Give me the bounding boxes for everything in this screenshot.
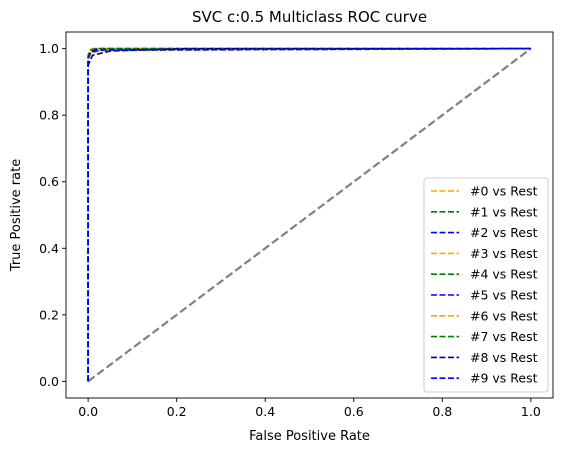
x-tick-label: 0.2 [167, 404, 187, 419]
legend-label-3: #3 vs Rest [470, 246, 538, 261]
x-axis-title: False Positive Rate [249, 429, 370, 444]
y-tick-label: 0.8 [39, 108, 59, 123]
legend: #0 vs Rest #1 vs Rest #2 vs Rest #3 vs Rest… [423, 177, 549, 393]
y-axis-title: True Positive rate [9, 159, 24, 272]
x-tick-label: 0.6 [344, 404, 364, 419]
series-line-8 [87, 47, 531, 382]
y-tick-label: 0.6 [39, 174, 59, 189]
y-tick-label: 0.4 [39, 241, 59, 256]
y-tick-label: 0.0 [39, 374, 59, 389]
legend-label-6: #6 vs Rest [470, 308, 538, 323]
x-tick-label: 0.0 [78, 404, 98, 419]
legend-label-1: #1 vs Rest [470, 204, 538, 219]
legend-label-7: #7 vs Rest [470, 329, 538, 344]
y-tick-label: 0.2 [39, 307, 59, 322]
legend-label-0: #0 vs Rest [470, 184, 538, 199]
axes-frame [65, 31, 554, 399]
x-tick-label: 0.8 [432, 404, 452, 419]
x-tick-label: 0.4 [255, 404, 275, 419]
x-tick-label: 1.0 [521, 404, 541, 419]
legend-label-4: #4 vs Rest [470, 267, 538, 282]
axes: 0.0 0.2 0.4 0.6 0.8 1.0 0.0 0.2 0.4 0.6 0.8 1.0 [39, 31, 554, 419]
legend-label-8: #8 vs Rest [470, 350, 538, 365]
legend-label-9: #9 vs Rest [470, 371, 538, 386]
reference-diagonal-line [87, 47, 532, 383]
series-line-9 [87, 47, 531, 382]
y-tick-label: 1.0 [39, 41, 59, 56]
legend-box [423, 177, 549, 393]
legend-label-5: #5 vs Rest [470, 288, 538, 303]
legend-label-2: #2 vs Rest [470, 225, 538, 240]
chart-title: SVC c:0.5 Multiclass ROC curve [192, 8, 427, 26]
